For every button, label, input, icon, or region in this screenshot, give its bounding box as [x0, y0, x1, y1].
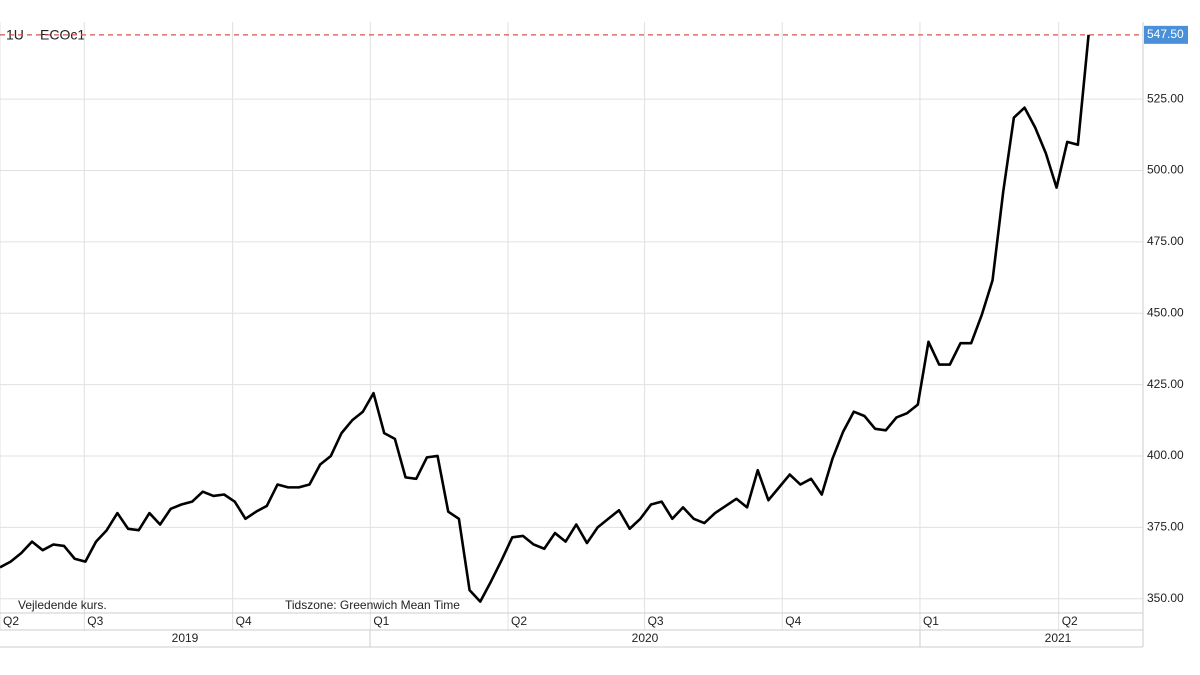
- x-tick-label: Q2: [511, 614, 527, 628]
- year-label: 2019: [172, 631, 199, 645]
- x-tick-label: Q3: [648, 614, 664, 628]
- x-tick-label: Q2: [3, 614, 19, 628]
- y-tick-label: 350.00: [1147, 591, 1184, 605]
- y-tick-label: 475.00: [1147, 234, 1184, 248]
- note: Tidszone: Greenwich Mean Time: [285, 598, 460, 612]
- y-tick-label: 525.00: [1147, 91, 1184, 105]
- y-tick-label: 450.00: [1147, 305, 1184, 319]
- current-price-box: [1144, 25, 1188, 44]
- chart-title: 1U: [6, 27, 24, 43]
- y-tick-label: 375.00: [1147, 520, 1184, 534]
- price-line: [0, 34, 1090, 603]
- grid: [0, 22, 1143, 630]
- x-tick-label: Q3: [87, 614, 103, 628]
- x-tick-label: Q4: [785, 614, 801, 628]
- note: Vejledende kurs.: [18, 598, 107, 612]
- year-label: 2021: [1045, 631, 1072, 645]
- x-tick-label: Q4: [236, 614, 252, 628]
- x-tick-label: Q2: [1062, 614, 1078, 628]
- year-label: 2020: [632, 631, 659, 645]
- y-tick-label: 500.00: [1147, 163, 1184, 177]
- x-tick-label: Q1: [923, 614, 939, 628]
- y-tick-label: 400.00: [1147, 448, 1184, 462]
- y-tick-label: 425.00: [1147, 377, 1184, 391]
- current-price-label: 547.50: [1147, 27, 1184, 41]
- x-tick-label: Q1: [373, 614, 389, 628]
- chart-subtitle: ECOc1: [40, 27, 85, 43]
